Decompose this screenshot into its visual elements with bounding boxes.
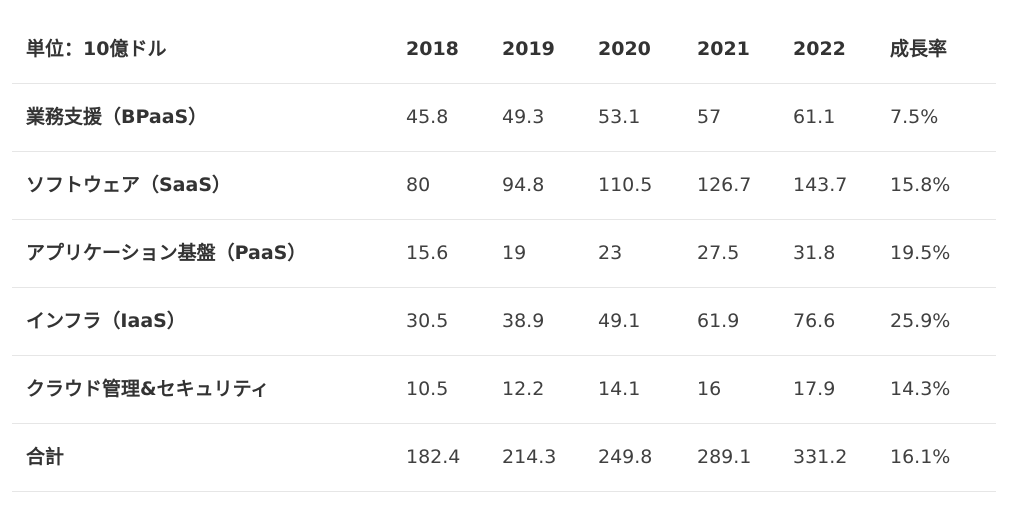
table-cell: 12.2 xyxy=(502,355,598,424)
table-cell: 53.1 xyxy=(598,83,697,152)
table-cell: 17.9 xyxy=(793,355,890,424)
table-row: インフラ（IaaS） 30.5 38.9 49.1 61.9 76.6 25.9… xyxy=(12,287,996,356)
table-row: クラウド管理&セキュリティ 10.5 12.2 14.1 16 17.9 14.… xyxy=(12,355,996,424)
table-cell: 38.9 xyxy=(502,287,598,356)
table-cell: 45.8 xyxy=(406,83,502,152)
table-cell: 126.7 xyxy=(697,151,793,220)
table-cell: 182.4 xyxy=(406,423,502,492)
table-cell: 30.5 xyxy=(406,287,502,356)
row-label: ソフトウェア（SaaS） xyxy=(12,151,406,220)
table-cell: 16 xyxy=(697,355,793,424)
row-label: インフラ（IaaS） xyxy=(12,287,406,356)
table-cell: 80 xyxy=(406,151,502,220)
total-row: 合計 182.4 214.3 249.8 289.1 331.2 16.1% xyxy=(12,423,996,492)
table-cell: 61.1 xyxy=(793,83,890,152)
growth-cell: 19.5% xyxy=(890,219,996,288)
growth-cell: 7.5% xyxy=(890,83,996,152)
data-table: 単位：10億ドル 2018 2019 2020 2021 2022 成長率 業務… xyxy=(12,16,996,492)
year-header: 2018 xyxy=(406,16,502,84)
table-container: 単位：10億ドル 2018 2019 2020 2021 2022 成長率 業務… xyxy=(12,16,996,492)
year-header: 2022 xyxy=(793,16,890,84)
table-cell: 10.5 xyxy=(406,355,502,424)
table-cell: 289.1 xyxy=(697,423,793,492)
row-label: アプリケーション基盤（PaaS） xyxy=(12,219,406,288)
table-cell: 94.8 xyxy=(502,151,598,220)
row-label: 合計 xyxy=(12,423,406,492)
table-header: 単位：10億ドル 2018 2019 2020 2021 2022 成長率 xyxy=(12,16,996,84)
table-cell: 249.8 xyxy=(598,423,697,492)
table-cell: 76.6 xyxy=(793,287,890,356)
table-cell: 23 xyxy=(598,219,697,288)
table-cell: 61.9 xyxy=(697,287,793,356)
year-header: 2019 xyxy=(502,16,598,84)
table-cell: 14.1 xyxy=(598,355,697,424)
table-cell: 19 xyxy=(502,219,598,288)
growth-cell: 16.1% xyxy=(890,423,996,492)
row-label: クラウド管理&セキュリティ xyxy=(12,355,406,424)
table-cell: 331.2 xyxy=(793,423,890,492)
growth-cell: 14.3% xyxy=(890,355,996,424)
growth-cell: 15.8% xyxy=(890,151,996,220)
year-header: 2020 xyxy=(598,16,697,84)
table-cell: 49.1 xyxy=(598,287,697,356)
table-row: アプリケーション基盤（PaaS） 15.6 19 23 27.5 31.8 19… xyxy=(12,219,996,288)
header-row: 単位：10億ドル 2018 2019 2020 2021 2022 成長率 xyxy=(12,16,996,84)
table-cell: 31.8 xyxy=(793,219,890,288)
table-cell: 27.5 xyxy=(697,219,793,288)
table-row: 業務支援（BPaaS） 45.8 49.3 53.1 57 61.1 7.5% xyxy=(12,83,996,152)
table-cell: 143.7 xyxy=(793,151,890,220)
table-cell: 15.6 xyxy=(406,219,502,288)
table-cell: 214.3 xyxy=(502,423,598,492)
growth-header: 成長率 xyxy=(890,16,996,84)
table-cell: 57 xyxy=(697,83,793,152)
table-cell: 110.5 xyxy=(598,151,697,220)
unit-header: 単位：10億ドル xyxy=(12,16,406,84)
table-row: ソフトウェア（SaaS） 80 94.8 110.5 126.7 143.7 1… xyxy=(12,151,996,220)
year-header: 2021 xyxy=(697,16,793,84)
table-body: 業務支援（BPaaS） 45.8 49.3 53.1 57 61.1 7.5% … xyxy=(12,83,996,492)
growth-cell: 25.9% xyxy=(890,287,996,356)
table-cell: 49.3 xyxy=(502,83,598,152)
row-label: 業務支援（BPaaS） xyxy=(12,83,406,152)
